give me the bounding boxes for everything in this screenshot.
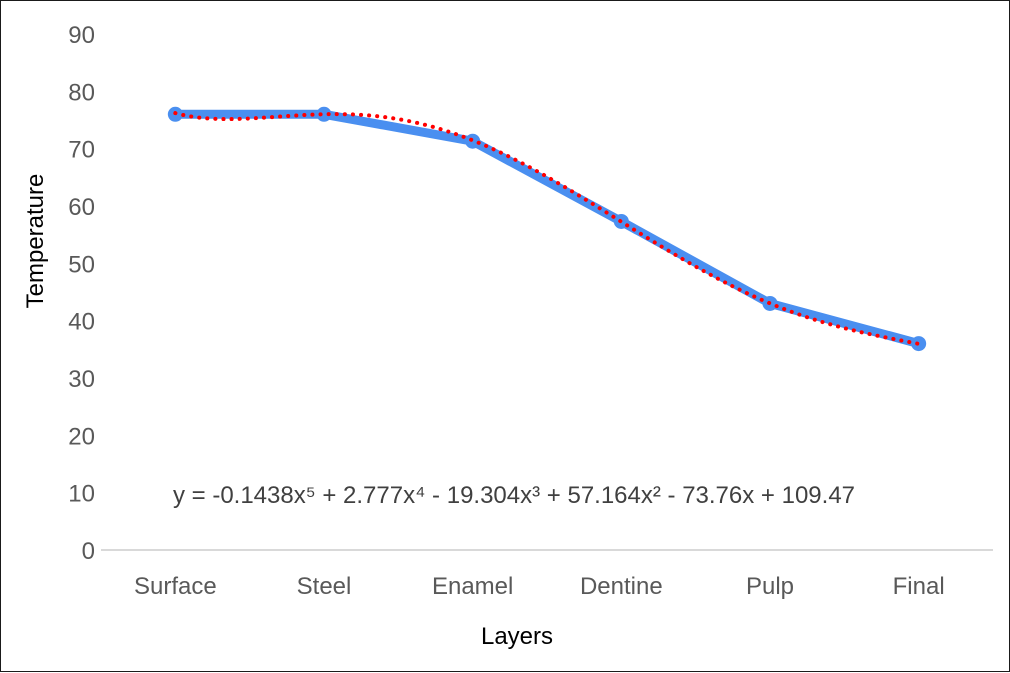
y-tick-label: 0 bbox=[82, 538, 95, 565]
y-tick-label: 50 bbox=[68, 251, 95, 278]
x-tick-label: Enamel bbox=[432, 573, 513, 600]
trendline-equation: y = -0.1438x⁵ + 2.777x⁴ - 19.304x³ + 57.… bbox=[173, 482, 855, 509]
x-tick-label: Steel bbox=[297, 573, 352, 600]
y-tick-label: 80 bbox=[68, 79, 95, 106]
y-tick-label: 10 bbox=[68, 481, 95, 508]
y-tick-label: 90 bbox=[68, 22, 95, 49]
data-point bbox=[465, 133, 481, 149]
y-axis-title: Temperature bbox=[22, 174, 49, 309]
data-point bbox=[316, 106, 332, 122]
y-tick-label: 20 bbox=[68, 423, 95, 450]
series-line bbox=[170, 109, 924, 349]
y-axis-ticks: 0 10 20 30 40 50 60 70 80 90 bbox=[68, 22, 95, 565]
x-tick-label: Surface bbox=[134, 573, 217, 600]
x-tick-label: Final bbox=[893, 573, 945, 600]
y-tick-label: 40 bbox=[68, 309, 95, 336]
y-tick-label: 30 bbox=[68, 366, 95, 393]
y-tick-label: 60 bbox=[68, 194, 95, 221]
y-tick-label: 70 bbox=[68, 137, 95, 164]
x-tick-label: Dentine bbox=[580, 573, 663, 600]
x-axis-ticks: Surface Steel Enamel Dentine Pulp Final bbox=[134, 573, 945, 600]
series-group bbox=[167, 106, 927, 352]
x-axis-title: Layers bbox=[481, 623, 553, 650]
x-tick-label: Pulp bbox=[746, 573, 794, 600]
